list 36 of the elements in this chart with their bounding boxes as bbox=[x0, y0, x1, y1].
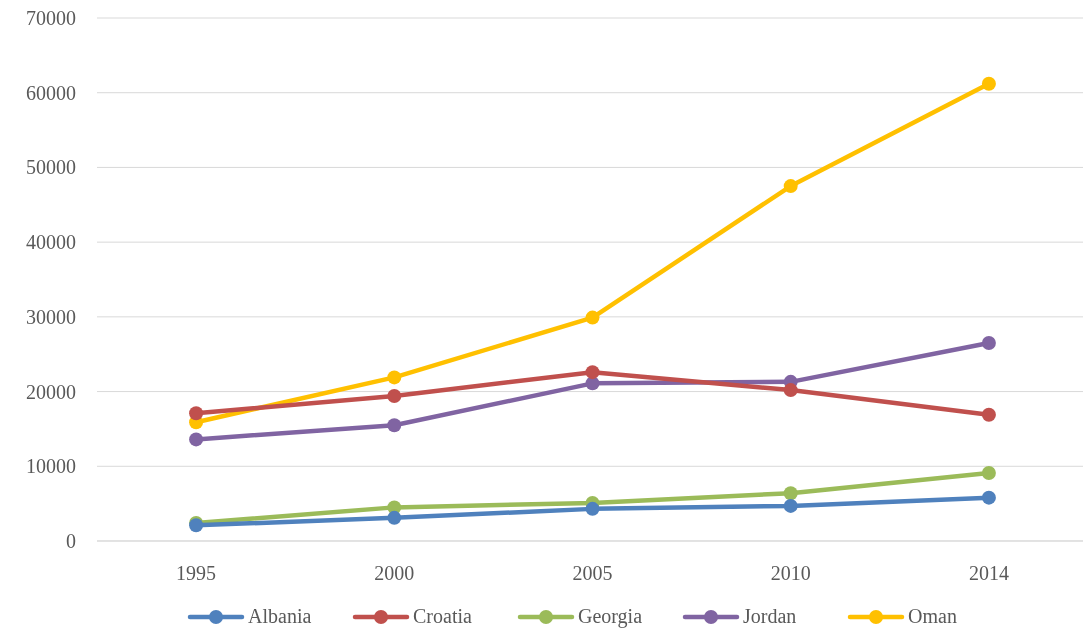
y-tick-label: 30000 bbox=[26, 305, 76, 328]
x-tick-label: 2005 bbox=[572, 562, 613, 584]
legend-label: Oman bbox=[908, 605, 957, 627]
point bbox=[387, 370, 402, 385]
legend-label: Croatia bbox=[413, 605, 472, 627]
point bbox=[783, 179, 798, 194]
point bbox=[783, 486, 798, 501]
y-tick-label: 60000 bbox=[26, 81, 76, 104]
point bbox=[783, 498, 798, 513]
point bbox=[189, 406, 204, 421]
point bbox=[783, 383, 798, 398]
legend-label: Jordan bbox=[743, 605, 797, 627]
y-tick-label: 20000 bbox=[26, 380, 76, 403]
point bbox=[981, 407, 996, 422]
point bbox=[585, 365, 600, 380]
y-tick-label: 40000 bbox=[26, 231, 76, 254]
x-tick-label: 2000 bbox=[374, 562, 415, 584]
point bbox=[387, 418, 402, 433]
point bbox=[189, 432, 204, 447]
point bbox=[387, 510, 402, 525]
point bbox=[585, 310, 600, 325]
y-tick-label: 70000 bbox=[26, 7, 76, 29]
x-tick-label: 1995 bbox=[176, 562, 217, 584]
y-tick-label: 10000 bbox=[26, 455, 76, 478]
point bbox=[981, 76, 996, 91]
point bbox=[585, 501, 600, 516]
legend-label: Georgia bbox=[578, 605, 643, 628]
point bbox=[981, 490, 996, 505]
x-tick-label: 2014 bbox=[968, 562, 1009, 584]
legend-label: Albania bbox=[248, 605, 312, 627]
y-tick-label: 0 bbox=[66, 530, 76, 552]
point bbox=[981, 336, 996, 351]
point bbox=[387, 389, 402, 404]
x-tick-label: 2010 bbox=[770, 562, 811, 584]
y-tick-label: 50000 bbox=[26, 156, 76, 179]
point bbox=[981, 466, 996, 481]
